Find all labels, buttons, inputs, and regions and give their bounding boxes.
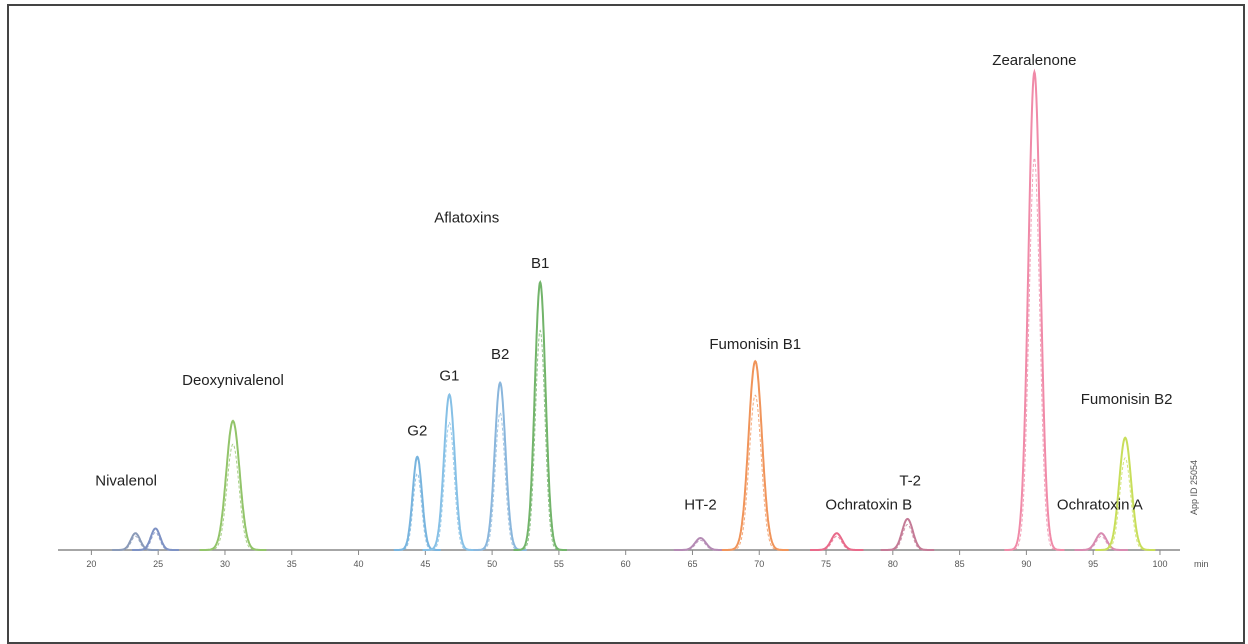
peak-annotation: Fumonisin B1 xyxy=(709,336,801,353)
peak-annotation: Aflatoxins xyxy=(434,210,499,227)
chromatogram-peak-overlay xyxy=(473,411,527,551)
x-tick-label: 80 xyxy=(888,559,898,569)
chromatogram-peak-overlay xyxy=(422,421,477,551)
x-tick-label: 50 xyxy=(487,559,497,569)
chromatogram-peak xyxy=(1004,68,1065,551)
peak-annotation: G1 xyxy=(439,367,459,384)
x-tick-label: 100 xyxy=(1152,559,1167,569)
x-tick-label: 90 xyxy=(1021,559,1031,569)
peak-annotation: G2 xyxy=(407,422,427,439)
chromatogram-peak xyxy=(880,517,935,551)
chromatogram-peak xyxy=(422,392,477,551)
chromatogram-peak-overlay xyxy=(810,535,864,551)
x-tick-label: 85 xyxy=(955,559,965,569)
chromatogram-peak-overlay xyxy=(132,531,179,551)
x-axis-label: min xyxy=(1194,559,1209,569)
x-tick-label: 60 xyxy=(621,559,631,569)
chromatogram-peak-overlay xyxy=(513,329,567,551)
app-id-watermark: App ID 25054 xyxy=(1189,460,1199,515)
chromatogram-peak xyxy=(513,280,567,551)
peak-annotation: Zearalenone xyxy=(992,52,1076,69)
peak-annotation: T-2 xyxy=(899,472,921,489)
chromatogram-peak xyxy=(721,359,789,551)
peak-annotation: Fumonisin B2 xyxy=(1081,391,1173,408)
peak-annotation: Nivalenol xyxy=(95,472,157,489)
peak-annotation: HT-2 xyxy=(684,496,717,513)
chart-frame xyxy=(7,4,1245,644)
chromatogram-peak xyxy=(393,455,441,551)
chromatogram-peak xyxy=(199,419,267,551)
chromatogram-peak xyxy=(1074,532,1128,551)
x-tick-label: 70 xyxy=(754,559,764,569)
chromatogram-peak-overlay xyxy=(112,535,159,551)
chromatogram-chart: 20 25 30 35 40 45 50 55 60 65 70 75 80 85 90 95 100 min Ni… xyxy=(58,52,1209,569)
x-tick-label: 75 xyxy=(821,559,831,569)
chromatogram-peak-overlay xyxy=(673,539,728,551)
chromatogram-peak-overlay xyxy=(1095,457,1156,551)
x-tick-label: 20 xyxy=(86,559,96,569)
chromatogram-peak-overlay xyxy=(393,472,441,551)
chromatogram-peak-overlay xyxy=(1074,535,1128,551)
chromatogram-peak xyxy=(1095,436,1156,551)
peak-annotation: B1 xyxy=(531,255,549,272)
chromatogram-peak-overlay xyxy=(880,523,935,551)
x-tick-label: 30 xyxy=(220,559,230,569)
chromatogram-peak xyxy=(473,381,527,551)
x-tick-label: 40 xyxy=(354,559,364,569)
x-tick-label: 45 xyxy=(420,559,430,569)
x-tick-label: 95 xyxy=(1088,559,1098,569)
x-tick-label: 55 xyxy=(554,559,564,569)
chromatogram-peak xyxy=(810,532,864,551)
x-tick-label: 65 xyxy=(687,559,697,569)
chromatogram-peak-overlay xyxy=(721,394,789,551)
chromatogram-peak-overlay xyxy=(1004,156,1065,551)
peak-annotation: Deoxynivalenol xyxy=(182,372,284,389)
peak-annotation: Ochratoxin A xyxy=(1057,496,1143,513)
chromatogram-peak-overlay xyxy=(199,443,267,551)
x-tick-label: 25 xyxy=(153,559,163,569)
peak-annotation: B2 xyxy=(491,346,509,363)
peak-annotation: Ochratoxin B xyxy=(825,496,912,513)
x-tick-label: 35 xyxy=(287,559,297,569)
